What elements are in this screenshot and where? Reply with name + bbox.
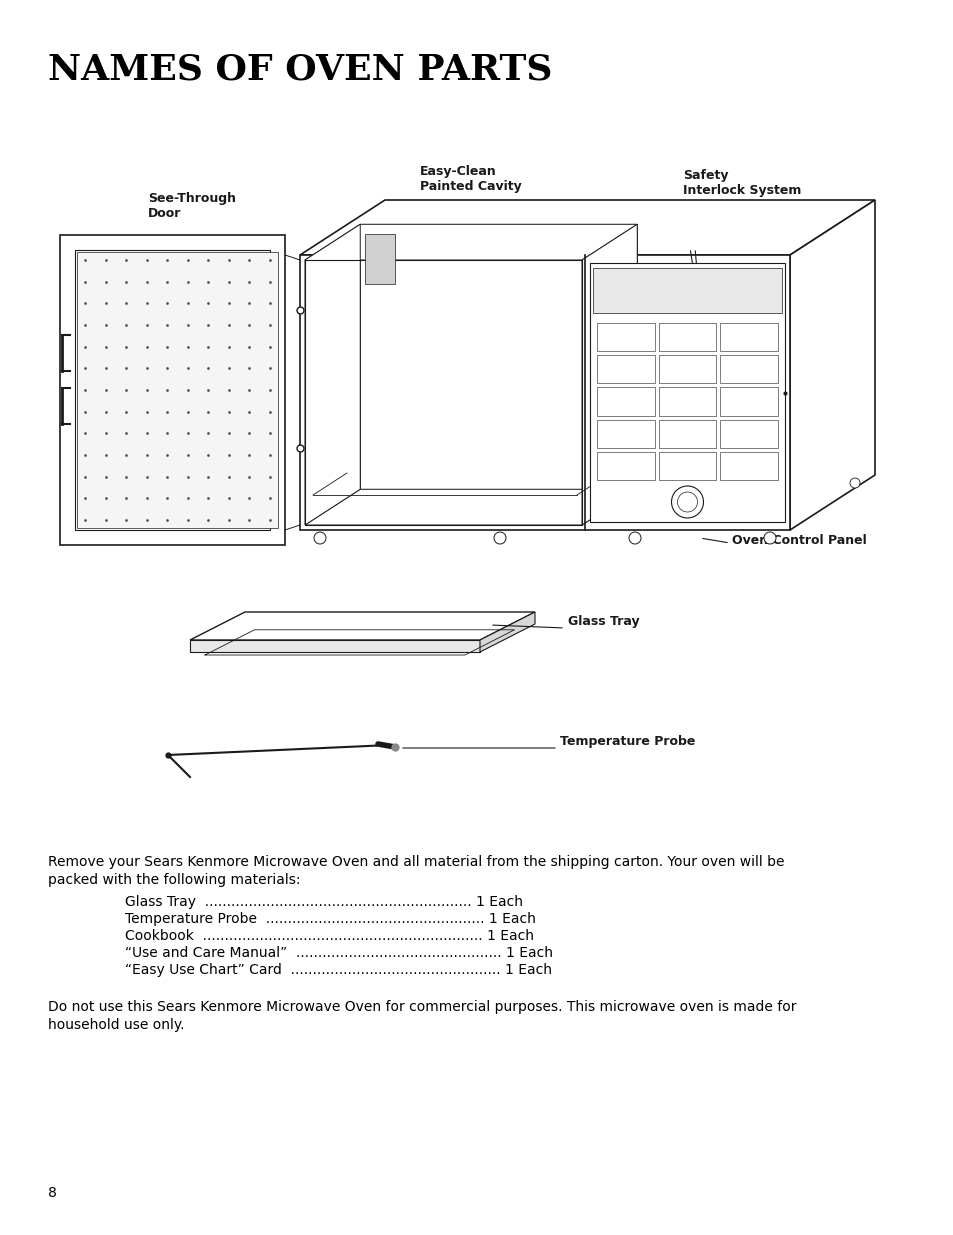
Bar xyxy=(720,388,778,416)
Bar xyxy=(658,356,716,383)
Text: Temperature Probe  .................................................. 1 Each: Temperature Probe ......................… xyxy=(125,911,536,926)
Bar xyxy=(658,388,716,416)
Bar xyxy=(593,268,781,312)
Polygon shape xyxy=(479,613,535,652)
Bar xyxy=(597,420,654,448)
Bar xyxy=(597,356,654,383)
Text: Glass Tray: Glass Tray xyxy=(567,615,639,629)
Text: Do not use this Sears Kenmore Microwave Oven for commercial purposes. This micro: Do not use this Sears Kenmore Microwave … xyxy=(48,1000,796,1014)
Polygon shape xyxy=(305,225,637,261)
Bar xyxy=(658,324,716,351)
Bar xyxy=(720,420,778,448)
Text: NAMES OF OVEN PARTS: NAMES OF OVEN PARTS xyxy=(48,52,552,86)
Bar xyxy=(77,252,277,529)
Text: Cookbook  ................................................................ 1 Eac: Cookbook ...............................… xyxy=(125,929,534,944)
Circle shape xyxy=(849,478,859,488)
Circle shape xyxy=(314,532,326,543)
Bar xyxy=(589,263,784,522)
Bar xyxy=(720,356,778,383)
Text: “Use and Care Manual”  ............................................... 1 Each: “Use and Care Manual” ..................… xyxy=(125,946,553,960)
Bar xyxy=(597,324,654,351)
Bar xyxy=(720,324,778,351)
Polygon shape xyxy=(305,225,360,525)
Bar xyxy=(597,388,654,416)
Polygon shape xyxy=(299,254,789,530)
Polygon shape xyxy=(789,200,874,530)
Polygon shape xyxy=(190,640,479,652)
Bar xyxy=(658,452,716,480)
Circle shape xyxy=(494,532,505,543)
Circle shape xyxy=(399,478,410,488)
Bar xyxy=(75,249,270,530)
Bar xyxy=(720,452,778,480)
Text: packed with the following materials:: packed with the following materials: xyxy=(48,873,300,887)
Polygon shape xyxy=(360,225,637,489)
Text: Glass Tray  ............................................................. 1 Each: Glass Tray .............................… xyxy=(125,895,522,909)
Text: Oven Control Panel: Oven Control Panel xyxy=(731,534,866,547)
Text: See-Through
Door: See-Through Door xyxy=(148,191,235,220)
Polygon shape xyxy=(581,225,637,525)
Bar xyxy=(60,235,285,545)
Polygon shape xyxy=(190,613,535,640)
Text: “Easy Use Chart” Card  ................................................ 1 Each: “Easy Use Chart” Card ..................… xyxy=(125,963,552,977)
Circle shape xyxy=(763,532,775,543)
Polygon shape xyxy=(299,200,874,254)
Circle shape xyxy=(671,487,702,517)
Text: Safety
Interlock System: Safety Interlock System xyxy=(682,169,801,198)
Text: household use only.: household use only. xyxy=(48,1018,184,1032)
Text: Easy-Clean
Painted Cavity: Easy-Clean Painted Cavity xyxy=(419,165,521,193)
Polygon shape xyxy=(305,489,637,525)
Bar xyxy=(597,452,654,480)
Text: Temperature Probe: Temperature Probe xyxy=(559,736,695,748)
Text: Remove your Sears Kenmore Microwave Oven and all material from the shipping cart: Remove your Sears Kenmore Microwave Oven… xyxy=(48,855,783,869)
Bar xyxy=(658,420,716,448)
Text: 8: 8 xyxy=(48,1186,57,1200)
Circle shape xyxy=(677,492,697,513)
Circle shape xyxy=(628,532,640,543)
Polygon shape xyxy=(365,235,395,284)
